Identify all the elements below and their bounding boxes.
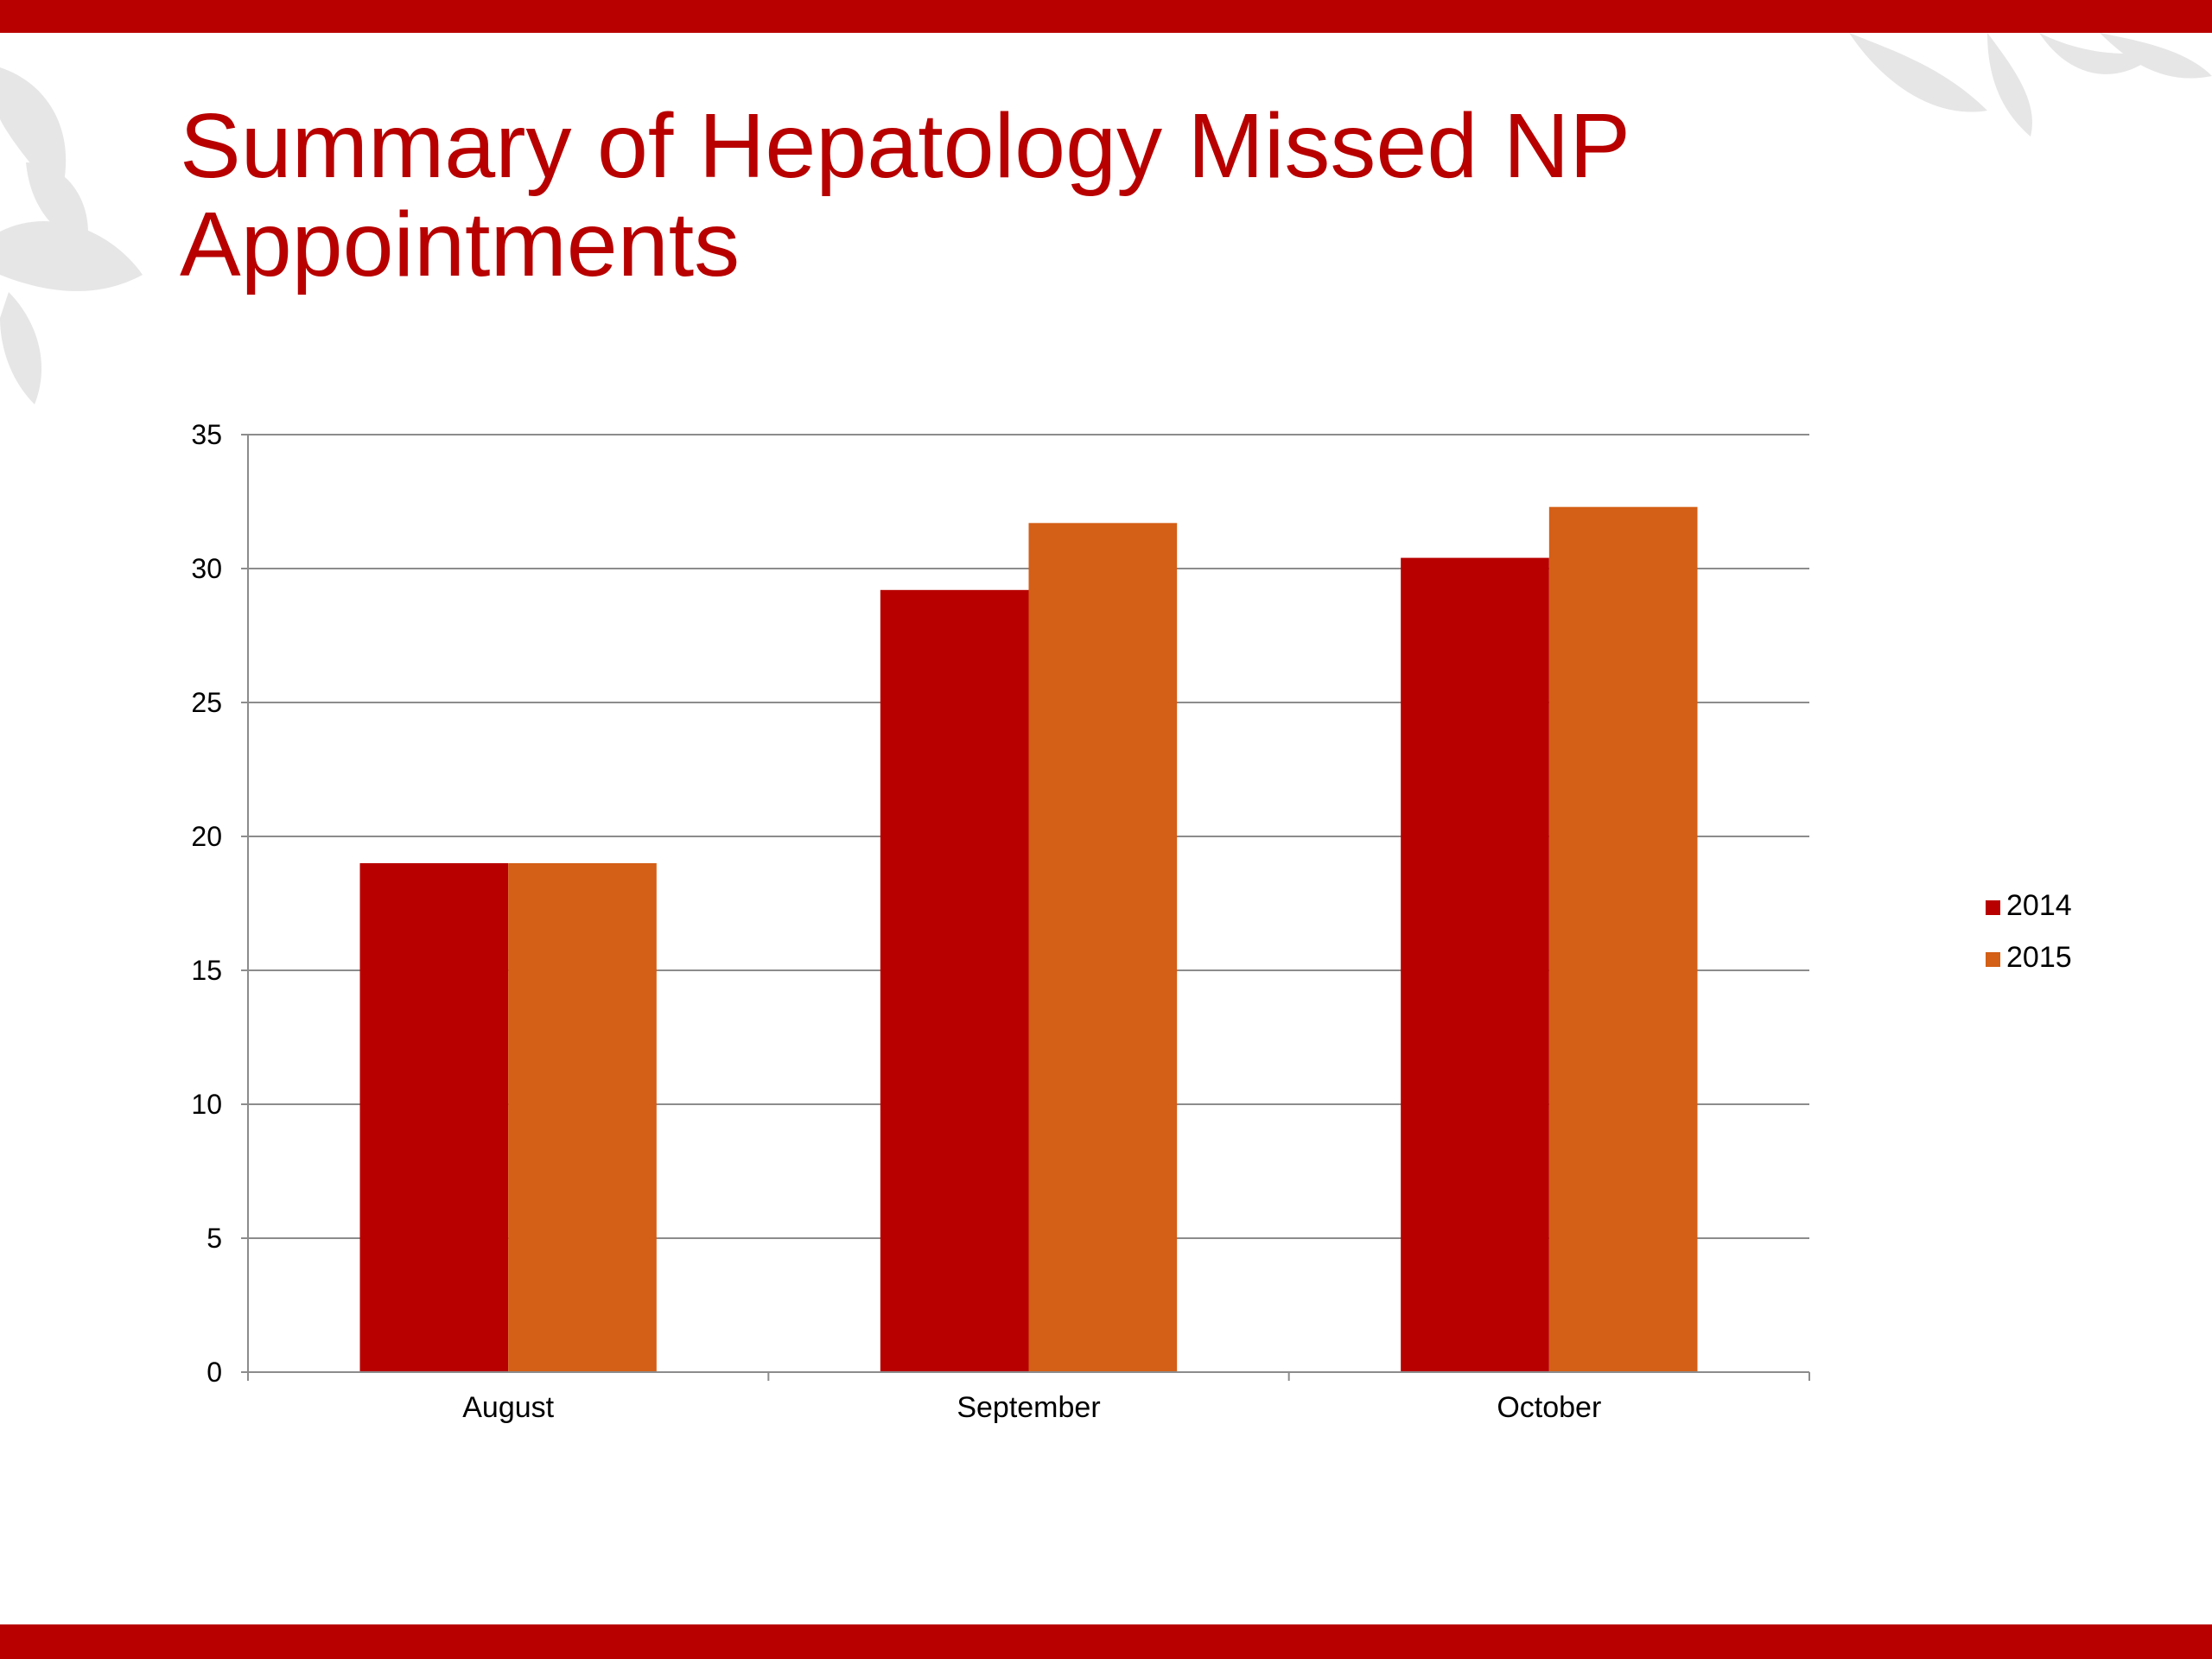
bar-2015-september	[1028, 523, 1178, 1372]
top-accent-bar	[0, 0, 2212, 33]
y-tick-label: 5	[207, 1223, 222, 1254]
x-category-label: October	[1497, 1391, 1601, 1424]
bar-2014-august	[359, 863, 509, 1372]
y-tick-label: 20	[191, 821, 222, 852]
y-tick-label: 30	[191, 553, 222, 584]
legend-swatch-2015	[1986, 952, 2000, 967]
slide-title: Summary of Hepatology Missed NP Appointm…	[180, 95, 1630, 296]
y-tick-label: 10	[191, 1089, 222, 1120]
y-tick-label: 35	[191, 419, 222, 450]
leaf-decoration-left	[0, 67, 143, 404]
y-tick-label: 25	[191, 687, 222, 718]
legend-label-2015: 2015	[2006, 941, 2072, 974]
y-tick-label: 15	[191, 955, 222, 986]
bar-2014-september	[880, 589, 1029, 1372]
leaf-decoration-right	[1849, 33, 2212, 137]
bars	[359, 506, 1698, 1372]
bar-2015-august	[508, 863, 657, 1372]
axes: 0 5 10 15 20 25 30 35 August September October	[191, 419, 1810, 1424]
x-category-label: September	[957, 1391, 1100, 1424]
bar-2015-october	[1548, 506, 1698, 1372]
legend-swatch-2014	[1986, 900, 2000, 915]
bar-2014-october	[1401, 557, 1549, 1372]
legend-label-2014: 2014	[2006, 889, 2072, 922]
y-tick-label: 0	[207, 1357, 222, 1388]
bottom-accent-bar	[0, 1624, 2212, 1659]
legend: 2014 2015	[1986, 889, 2072, 974]
x-category-label: August	[462, 1391, 554, 1424]
